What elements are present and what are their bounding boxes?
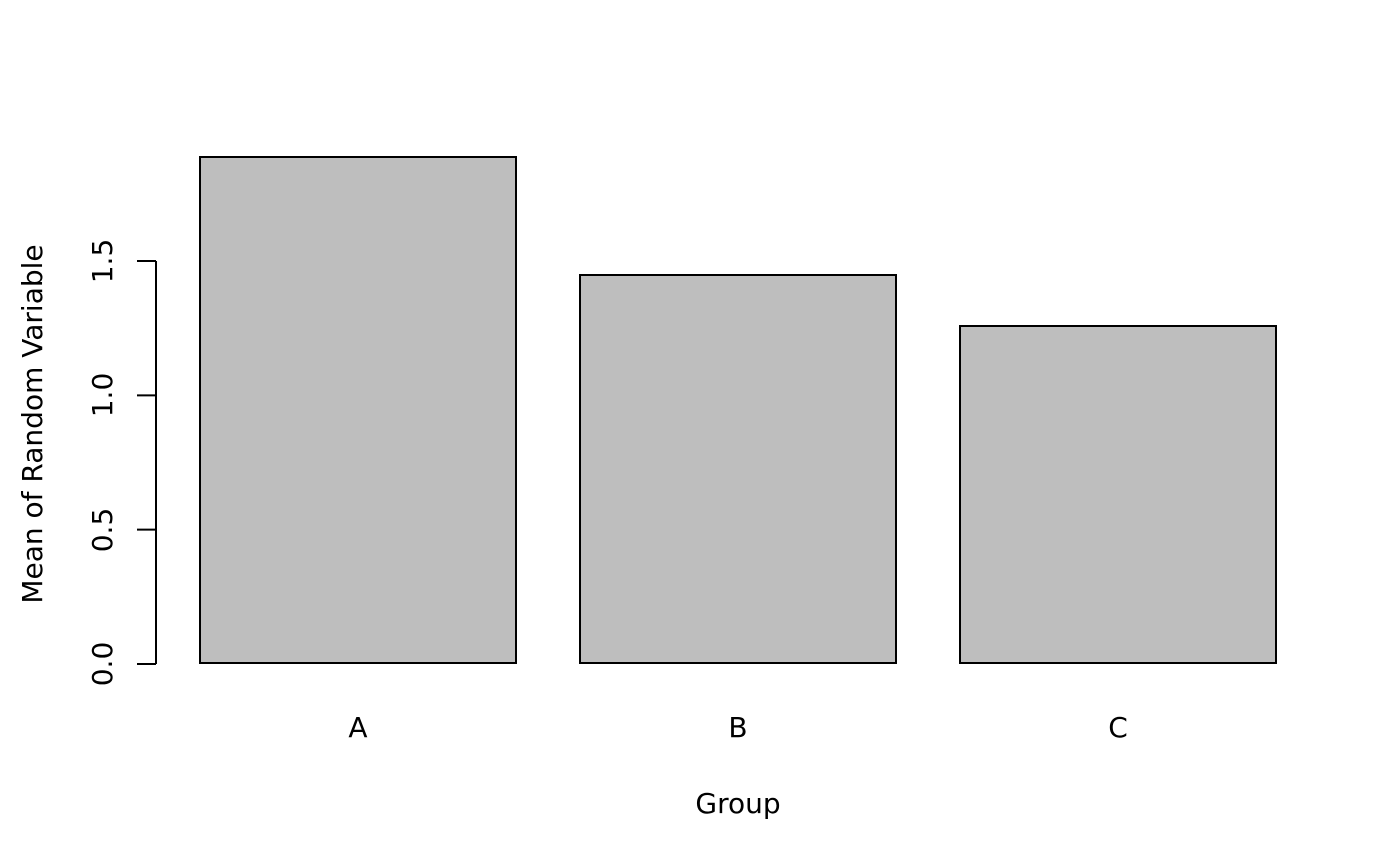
x-axis-title: Group: [695, 787, 781, 820]
bar-B: [579, 274, 897, 664]
x-axis-category-label-C: C: [1108, 711, 1128, 744]
y-axis-tick-label: 1.0: [86, 373, 119, 418]
y-axis-tick-label: 1.5: [86, 238, 119, 284]
y-axis-tick-label: 0.5: [86, 507, 119, 552]
bar-A: [199, 156, 517, 664]
y-axis-tick-label: 0.0: [86, 641, 119, 687]
y-axis-title: Mean of Random Variable: [16, 244, 49, 604]
x-axis-category-label-A: A: [348, 711, 368, 744]
x-axis-category-label-B: B: [728, 711, 748, 744]
bar-C: [959, 325, 1277, 664]
